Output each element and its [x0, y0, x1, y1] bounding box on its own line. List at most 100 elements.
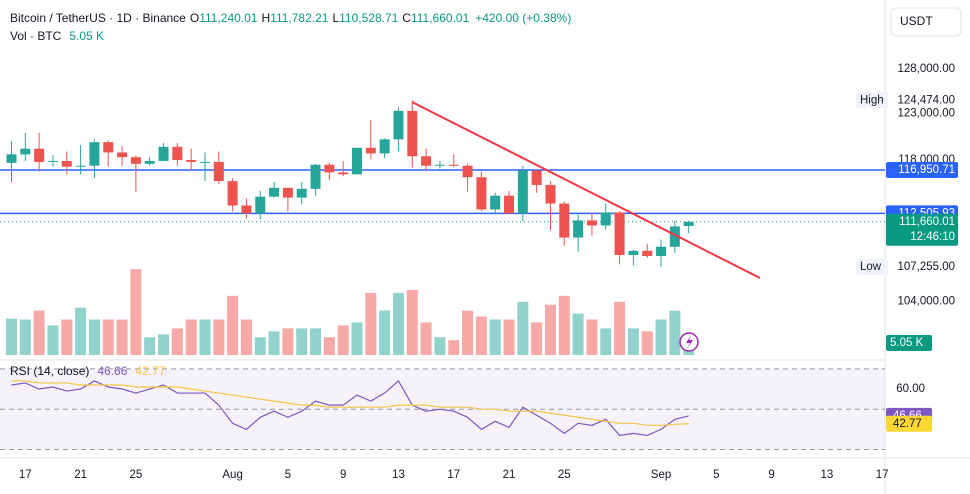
candle-body — [213, 161, 224, 182]
low-value: 110,528.71 — [339, 11, 398, 25]
candle-body — [34, 148, 45, 162]
candle-body — [476, 177, 487, 210]
volume-bar — [462, 310, 474, 355]
candle-body — [656, 246, 667, 256]
header: Bitcoin / TetherUS · 1D · Binance O111,24… — [10, 11, 571, 25]
candle-body — [130, 157, 141, 164]
candle-body — [365, 147, 376, 154]
volume-bar — [61, 319, 73, 355]
volume-bar — [227, 295, 239, 355]
candle-body — [642, 250, 653, 256]
rsi-title: RSI (14, close) — [10, 364, 89, 378]
volume-bar — [296, 328, 308, 355]
volume-bar — [158, 334, 170, 355]
volume-bar — [392, 292, 404, 355]
countdown-label: 12:46:10 — [910, 231, 955, 243]
x-tick-label: 17 — [19, 469, 32, 481]
volume-bar — [6, 318, 17, 355]
volume-bar — [614, 301, 626, 355]
candle-body — [421, 156, 432, 166]
x-tick-label: Sep — [651, 469, 671, 481]
candle-body — [241, 205, 252, 214]
candle-body — [586, 220, 597, 226]
volume-bar — [641, 331, 653, 355]
high-value: 124,474.00 — [897, 94, 955, 106]
level-box — [886, 162, 958, 179]
x-tick-label: 5 — [285, 469, 291, 481]
volume-bar — [558, 295, 570, 355]
volume-bar — [171, 328, 183, 355]
volume-label: 5.05 K — [890, 337, 924, 349]
candle-body — [186, 160, 197, 162]
volume-bar — [586, 319, 598, 355]
candle-body — [462, 165, 473, 178]
change: +420.00 (+0.38%) — [475, 11, 571, 25]
candle-body — [628, 250, 639, 255]
level-label: 116,950.71 — [898, 164, 955, 176]
low-tag: Low — [860, 261, 882, 273]
candle-body — [89, 142, 100, 166]
candle-body — [199, 161, 210, 163]
x-tick-label: 25 — [558, 469, 571, 481]
volume-bar — [503, 319, 515, 355]
volume-bar — [213, 319, 225, 355]
candle-body — [6, 154, 17, 163]
rsi-tick-label: 60.00 — [896, 383, 925, 395]
volume-bar — [531, 322, 543, 355]
event-icon-bolt — [686, 335, 693, 349]
x-tick-label: 17 — [447, 469, 460, 481]
volume-bar — [420, 322, 432, 355]
volume-bar — [282, 328, 294, 355]
candle-body — [282, 187, 293, 198]
candle-body — [683, 221, 694, 227]
volume-bar — [475, 316, 487, 355]
high-tag-box — [856, 92, 888, 109]
volume-bar — [448, 340, 460, 355]
candle-body — [490, 195, 501, 210]
x-tick-label: 9 — [768, 469, 774, 481]
currency-label[interactable]: USDT — [900, 14, 933, 28]
low-value: 107,255.00 — [897, 261, 955, 273]
candle-body — [338, 172, 349, 175]
x-tick-label: 21 — [503, 469, 516, 481]
volume-bar — [33, 310, 45, 355]
volume-bar — [185, 319, 197, 355]
candle-body — [296, 188, 307, 198]
volume-bar — [544, 304, 556, 355]
o-tag: O — [190, 11, 199, 25]
l-tag: L — [332, 11, 339, 25]
candle-body — [407, 110, 418, 157]
candle-body — [144, 160, 155, 164]
last-price-box — [886, 213, 958, 246]
trend-line[interactable] — [411, 101, 761, 279]
volume-bar — [88, 319, 100, 355]
candle-body — [61, 160, 72, 167]
candle-body — [600, 212, 611, 226]
symbol: Bitcoin / TetherUS · 1D · Binance — [10, 11, 186, 25]
candle-body — [172, 146, 183, 161]
volume-box — [886, 335, 932, 351]
volume-bar — [406, 289, 418, 355]
candle-body — [75, 165, 86, 167]
candle-body — [269, 187, 280, 197]
candle-body — [379, 139, 390, 154]
candle-body — [227, 181, 238, 206]
candle-body — [517, 170, 528, 214]
volume-bar — [102, 319, 114, 355]
volume-bar — [199, 319, 211, 355]
candle-body — [448, 164, 459, 166]
volume-bar — [572, 313, 584, 355]
volume-bar — [627, 328, 639, 355]
candle-body — [669, 226, 680, 247]
candle-body — [614, 212, 625, 255]
x-tick-label: 13 — [820, 469, 833, 481]
currency-button[interactable] — [890, 7, 962, 37]
candle-body — [545, 184, 556, 204]
close-value: 111,660.01 — [411, 11, 470, 25]
volume-bar — [517, 301, 529, 355]
rsi-ma-box — [886, 415, 932, 432]
volume-bar — [254, 337, 266, 355]
x-tick-label: 21 — [74, 469, 87, 481]
